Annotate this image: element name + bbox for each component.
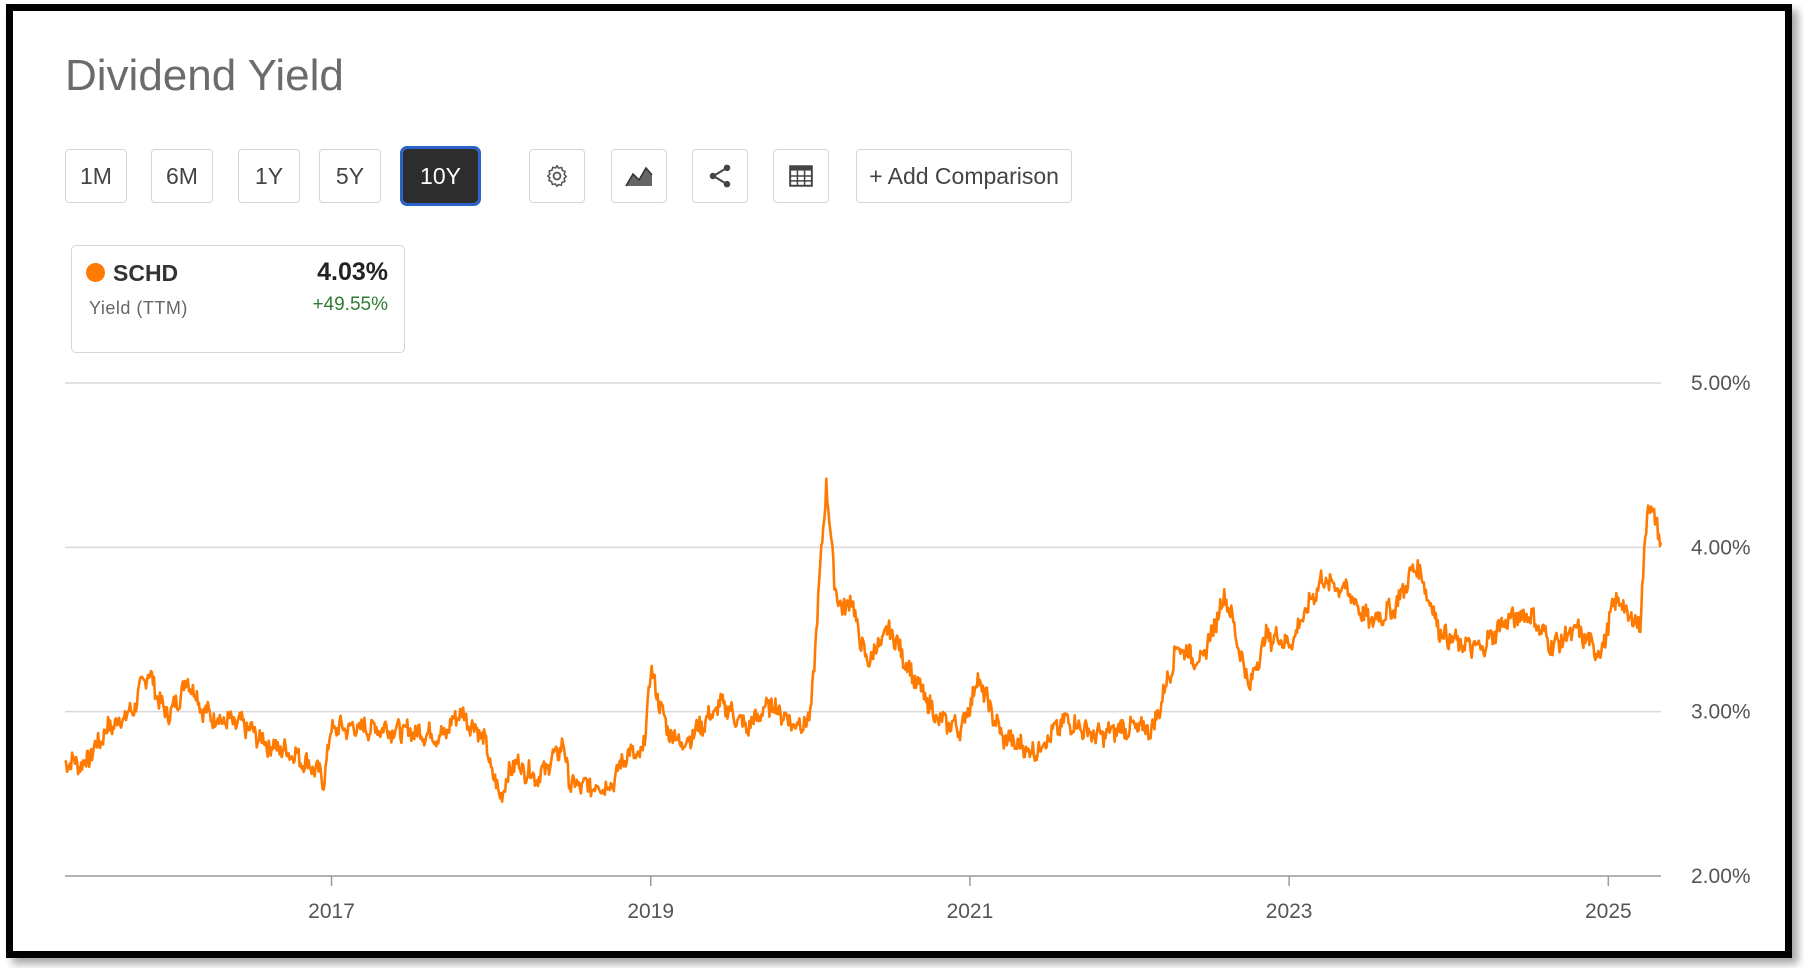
x-tick-label: 2023	[1266, 900, 1313, 923]
range-6m-button[interactable]: 6M	[151, 149, 213, 203]
add-comparison-button[interactable]: + Add Comparison	[856, 149, 1072, 203]
y-tick-label: 3.00%	[1691, 701, 1751, 724]
x-tick-label: 2019	[627, 900, 674, 923]
chart-panel: Dividend Yield 1M 6M 1Y 5Y 10Y	[6, 4, 1792, 958]
range-10y-button[interactable]: 10Y	[400, 146, 481, 206]
series-color-dot	[86, 263, 105, 282]
series-current-value: 4.03%	[317, 258, 388, 286]
series-line-schd	[64, 477, 1663, 803]
chart-type-icon	[625, 166, 653, 187]
series-ticker: SCHD	[113, 260, 179, 286]
table-view-button[interactable]	[773, 149, 829, 203]
range-1y-button[interactable]: 1Y	[238, 149, 300, 203]
y-tick-label: 4.00%	[1691, 536, 1751, 559]
settings-gear-icon	[547, 164, 567, 188]
range-5y-button[interactable]: 5Y	[319, 149, 381, 203]
settings-button[interactable]	[529, 149, 585, 203]
yield-line-chart: 5.00% 4.00% 3.00% 2.00% 2017 2019 2021 2023 2025	[64, 372, 1751, 923]
x-tick-label: 2021	[947, 900, 994, 923]
chart-title: Dividend Yield	[65, 51, 344, 100]
chart-type-button[interactable]	[611, 149, 667, 203]
share-button[interactable]	[692, 149, 748, 203]
table-icon	[789, 165, 813, 187]
series-change-value: +49.55%	[312, 294, 388, 315]
range-1m-button[interactable]: 1M	[65, 149, 127, 203]
y-tick-label: 5.00%	[1691, 372, 1751, 395]
series-metric-label: Yield (TTM)	[89, 298, 188, 318]
series-legend-card: SCHD Yield (TTM) 4.03% +49.55%	[71, 245, 405, 353]
share-icon	[709, 164, 731, 188]
x-tick-label: 2017	[308, 900, 355, 923]
x-tick-label: 2025	[1585, 900, 1632, 923]
y-tick-label: 2.00%	[1691, 865, 1751, 888]
